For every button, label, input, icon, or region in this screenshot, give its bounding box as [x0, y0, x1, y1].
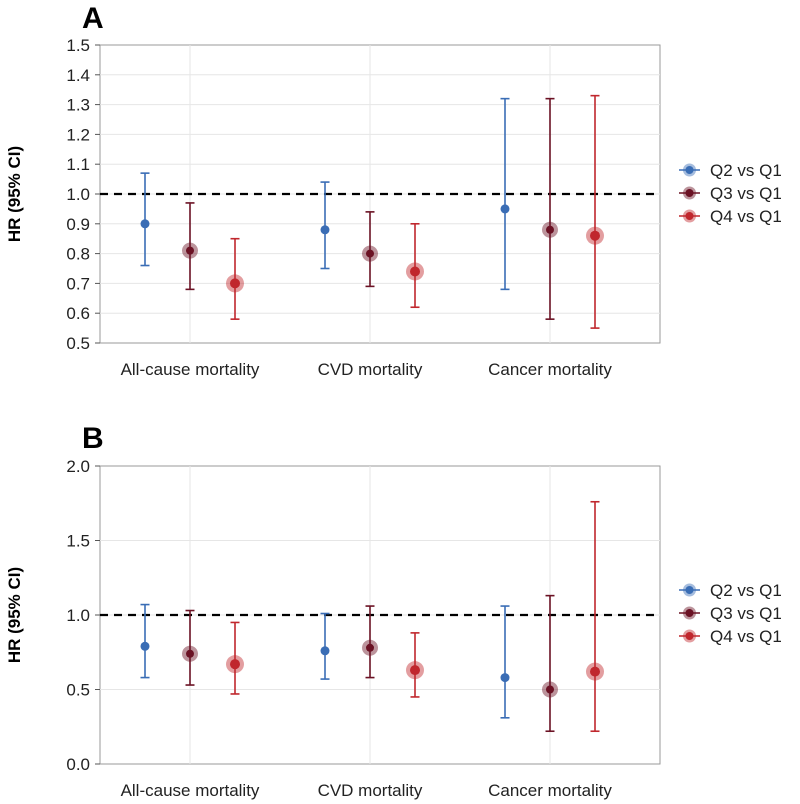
hr-point	[230, 278, 240, 289]
series-3	[182, 97, 558, 320]
series-3	[182, 594, 558, 733]
legend-marker	[685, 189, 694, 197]
legend-marker	[685, 212, 694, 220]
series-4	[226, 500, 604, 733]
y-tick-label: 0.7	[66, 274, 90, 293]
legend-label: Q2 vs Q1	[710, 581, 782, 600]
hr-point	[366, 249, 374, 258]
category-label: CVD mortality	[318, 360, 423, 379]
legend-marker	[685, 166, 694, 174]
y-tick-label: 1.2	[66, 125, 90, 144]
hr-point	[186, 649, 194, 658]
legend-marker	[685, 632, 694, 640]
hr-point	[546, 685, 554, 694]
y-tick-label: 1.4	[66, 66, 90, 85]
y-tick-label: 1.5	[66, 36, 90, 55]
y-tick-label: 2.0	[66, 457, 90, 476]
legend-label: Q3 vs Q1	[710, 604, 782, 623]
legend-label: Q4 vs Q1	[710, 207, 782, 226]
y-axis-label: HR (95% CI)	[5, 146, 24, 242]
y-tick-label: 1.1	[66, 155, 90, 174]
category-label: CVD mortality	[318, 781, 423, 800]
series-2	[140, 97, 510, 291]
legend: Q2 vs Q1 Q3 vs Q1 Q4 vs Q1	[679, 161, 782, 226]
legend-label: Q2 vs Q1	[710, 161, 782, 180]
hr-point	[230, 659, 240, 670]
hr-point	[140, 641, 150, 651]
y-tick-label: 0.5	[66, 681, 90, 700]
y-tick-label: 1.3	[66, 96, 90, 115]
y-tick-label: 1.0	[66, 606, 90, 625]
hr-point	[320, 646, 330, 656]
legend-label: Q3 vs Q1	[710, 184, 782, 203]
panel-label: B	[82, 422, 104, 455]
legend: Q2 vs Q1 Q3 vs Q1 Q4 vs Q1	[679, 581, 782, 646]
series-4	[226, 94, 604, 329]
hr-point	[410, 665, 420, 676]
y-tick-label: 1.5	[66, 532, 90, 551]
hr-point	[590, 230, 600, 241]
legend-marker	[685, 586, 694, 594]
panel-A: 0.5 0.6 0.7 0.8 0.9 1.0 1.1 1.2 1.3 1.4 1.5 All-cau…	[5, 36, 782, 379]
hr-point	[186, 246, 194, 255]
y-axis-label: HR (95% CI)	[5, 567, 24, 663]
legend-label: Q4 vs Q1	[710, 627, 782, 646]
panel-label: A	[82, 2, 104, 35]
y-tick-label: 1.0	[66, 185, 90, 204]
hr-point	[590, 666, 600, 677]
panel-B: 0.0 0.5 1.0 1.5 2.0 All-cause mortality CVD mo…	[5, 457, 782, 800]
y-tick-label: 0.5	[66, 334, 90, 353]
y-tick-label: 0.0	[66, 755, 90, 774]
y-tick-label: 0.9	[66, 215, 90, 234]
y-tick-label: 0.6	[66, 304, 90, 323]
hr-point	[140, 219, 150, 229]
hr-point	[320, 225, 330, 235]
series-2	[140, 603, 510, 719]
y-tick-label: 0.8	[66, 245, 90, 264]
hr-point	[500, 673, 510, 683]
category-label: All-cause mortality	[121, 360, 260, 379]
hr-point	[500, 204, 510, 214]
hr-point	[546, 225, 554, 234]
hr-point	[366, 643, 374, 652]
category-label: Cancer mortality	[488, 360, 612, 379]
category-label: Cancer mortality	[488, 781, 612, 800]
legend-marker	[685, 609, 694, 617]
category-label: All-cause mortality	[121, 781, 260, 800]
hr-point	[410, 266, 420, 277]
